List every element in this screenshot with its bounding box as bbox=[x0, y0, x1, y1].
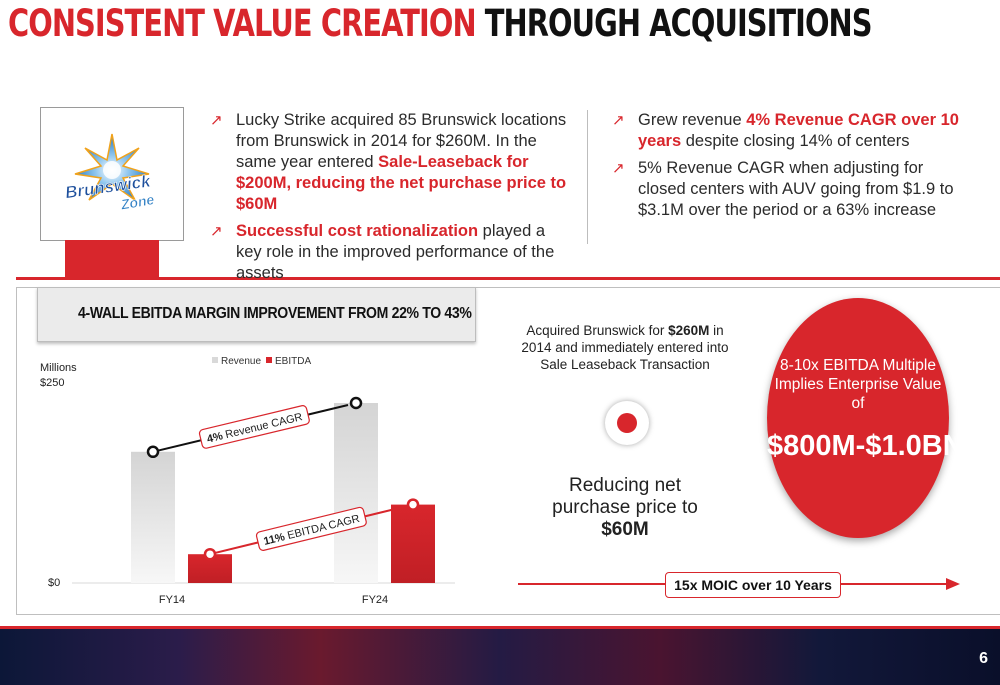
bar-ebitda-fy24 bbox=[391, 504, 435, 583]
red-dot-center bbox=[617, 413, 637, 433]
trend-point-ebitda bbox=[203, 547, 217, 561]
bullet-text: despite closing 14% of centers bbox=[681, 132, 910, 150]
footer-red-line bbox=[0, 626, 1000, 629]
bullet-highlight: Successful cost rationalization bbox=[236, 222, 479, 240]
bullet-item: ↗ Grew revenue 4% Revenue CAGR over 10 y… bbox=[612, 110, 962, 152]
x-tick-label: FY24 bbox=[362, 594, 388, 606]
brunswick-zone-logo: Brunswick Zone bbox=[40, 107, 184, 241]
cagr-label-box bbox=[198, 405, 310, 449]
chart-title-box bbox=[37, 287, 476, 342]
trend-point-ebitda bbox=[406, 498, 420, 511]
arrow-icon: ↗ bbox=[612, 112, 625, 129]
x-tick-label: FY14 bbox=[159, 594, 185, 606]
reducing-text-pre: Reducing net purchase price to bbox=[552, 475, 698, 518]
page-title: CONSISTENT VALUE CREATION THROUGH ACQUIS… bbox=[8, 2, 873, 45]
red-divider-line bbox=[16, 277, 1000, 280]
acquisition-text-bold: $260M bbox=[668, 323, 710, 338]
legend-swatch-ebitda bbox=[266, 357, 272, 363]
left-bullet-list: ↗ Lucky Strike acquired 85 Brunswick loc… bbox=[210, 110, 575, 290]
acquisition-text-post: in 2014 and immediately entered into Sal… bbox=[521, 323, 729, 372]
bullet-item: ↗ Successful cost rationalization played… bbox=[210, 221, 575, 284]
legend-label-ebitda: EBITDA bbox=[275, 356, 311, 367]
bullet-text: Grew revenue bbox=[638, 111, 747, 129]
arrow-icon: ↗ bbox=[210, 223, 223, 240]
cagr-annotation-revenue: 4% Revenue CAGR bbox=[198, 405, 310, 449]
bar-chart: Millions $250 $0 Revenue EBITDA 4% Reven… bbox=[40, 356, 455, 606]
right-bullet-list: ↗ Grew revenue 4% Revenue CAGR over 10 y… bbox=[612, 110, 962, 227]
page-title-dark: THROUGH ACQUISITIONS bbox=[484, 2, 873, 45]
reducing-text: Reducing net purchase price to $60M bbox=[530, 475, 720, 541]
acquisition-text: Acquired Brunswick for $260M in 2014 and… bbox=[510, 322, 740, 373]
bullet-item: ↗ 5% Revenue CAGR when adjusting for clo… bbox=[612, 158, 962, 221]
red-accent-tab bbox=[65, 240, 159, 280]
logo-graphic: Brunswick Zone bbox=[64, 133, 156, 213]
reducing-text-bold: $60M bbox=[601, 519, 649, 540]
legend: Revenue EBITDA bbox=[212, 356, 311, 367]
trend-point-revenue bbox=[146, 445, 160, 459]
valuation-text: 8-10x EBITDA Multiple Implies Enterprise… bbox=[774, 357, 942, 412]
y-tick-label: $0 bbox=[48, 577, 60, 589]
legend-label-revenue: Revenue bbox=[221, 356, 261, 367]
valuation-amount: $800M-$1.0BN bbox=[767, 430, 964, 462]
arrow-head-icon bbox=[946, 578, 960, 590]
arrow-icon: ↗ bbox=[210, 112, 223, 129]
page-number: 6 bbox=[979, 650, 988, 667]
arrow-icon: ↗ bbox=[612, 160, 625, 177]
acquisition-text-pre: Acquired Brunswick for bbox=[526, 323, 669, 338]
legend-swatch-revenue bbox=[212, 357, 218, 363]
valuation-circle: 8-10x EBITDA Multiple Implies Enterprise… bbox=[767, 298, 964, 538]
unit-label: Millions bbox=[40, 362, 77, 374]
bullet-highlight: Sale-Leaseback for $200M, reducing the n… bbox=[236, 153, 567, 213]
bullet-item: ↗ Lucky Strike acquired 85 Brunswick loc… bbox=[210, 110, 575, 215]
bullet-highlight: 4% Revenue CAGR over 10 years bbox=[638, 111, 959, 150]
bars-group bbox=[131, 403, 435, 583]
bullet-text: Lucky Strike acquired 85 Brunswick locat… bbox=[236, 111, 567, 171]
y-tick-label: $250 bbox=[40, 377, 64, 389]
chart-title: 4-WALL EBITDA MARGIN IMPROVEMENT FROM 22… bbox=[78, 305, 472, 322]
bullet-text: 5% Revenue CAGR when adjusting for close… bbox=[638, 159, 954, 219]
footer-banner bbox=[0, 629, 1000, 685]
cagr-label-box bbox=[255, 506, 367, 551]
bar-revenue-fy24 bbox=[334, 403, 378, 583]
bar-revenue-fy14 bbox=[131, 451, 175, 583]
trend-point-revenue bbox=[349, 396, 363, 410]
bullet-text: played a key role in the improved perfor… bbox=[236, 222, 555, 282]
red-dot-icon bbox=[605, 401, 649, 445]
moic-label: 15x MOIC over 10 Years bbox=[665, 572, 841, 598]
page-title-red: CONSISTENT VALUE CREATION bbox=[8, 2, 477, 45]
svg-text:Zone: Zone bbox=[119, 191, 156, 213]
vertical-divider bbox=[587, 110, 588, 244]
